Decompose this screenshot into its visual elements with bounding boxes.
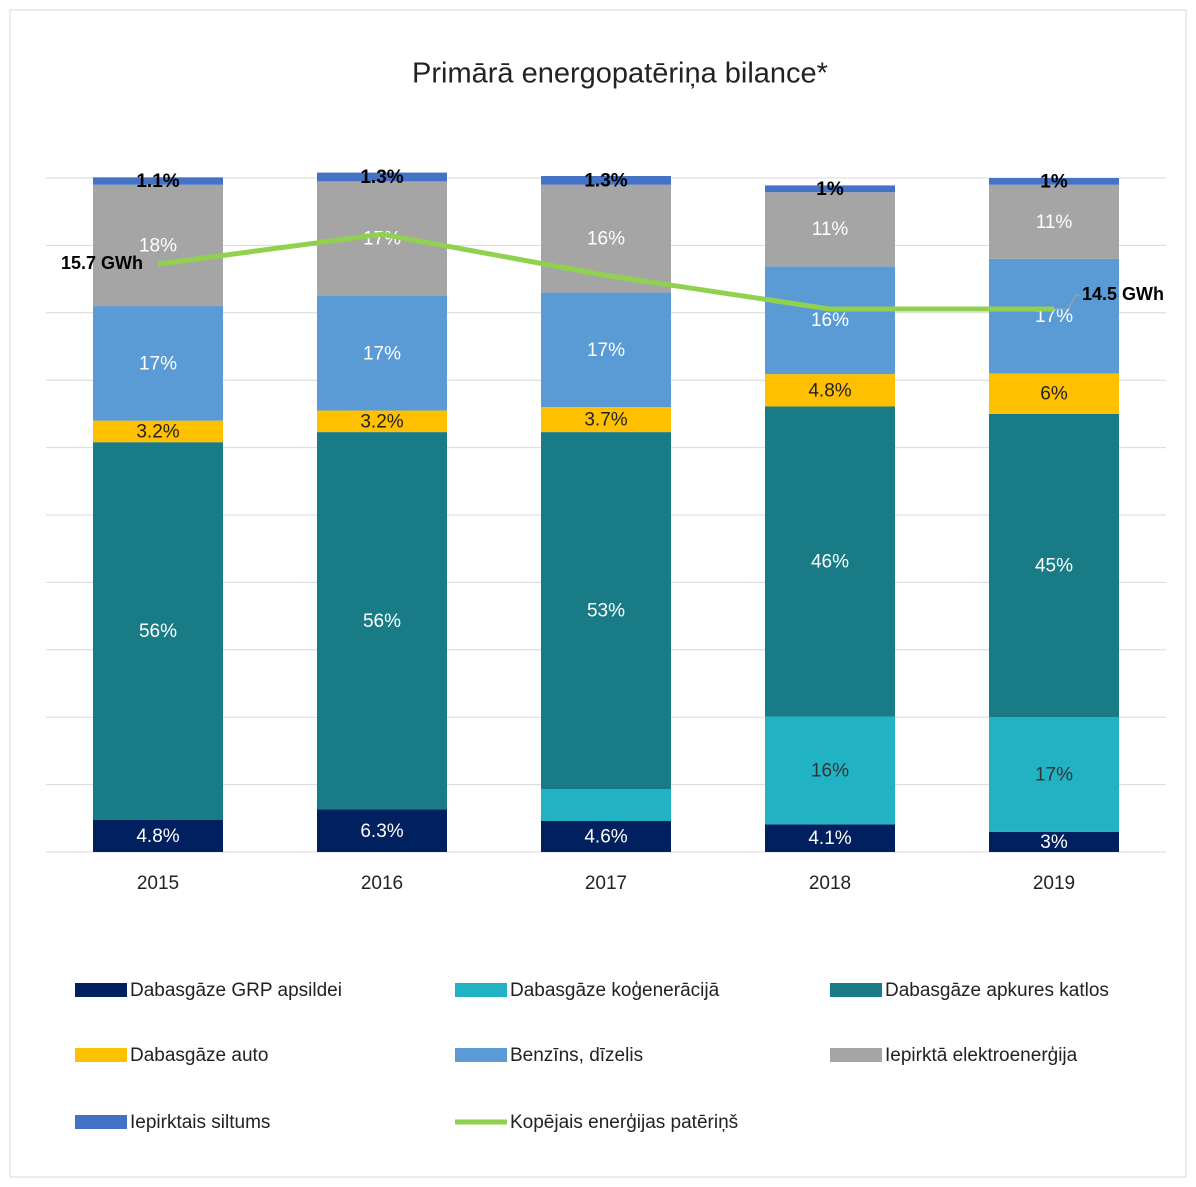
bar-segment	[765, 716, 895, 825]
data-label: 53%	[587, 601, 625, 622]
legend-swatch	[455, 983, 507, 997]
data-label: 1.1%	[136, 171, 179, 192]
data-label: 45%	[1035, 556, 1073, 577]
x-tick-label: 2016	[361, 873, 403, 894]
line-label: 14.5 GWh	[1082, 284, 1164, 304]
bar-segment	[765, 406, 895, 717]
bar-segment	[93, 420, 223, 443]
chart-title: Primārā energopatēriņa bilance*	[412, 58, 828, 90]
bar-segment	[765, 266, 895, 375]
bar-segment	[541, 175, 671, 185]
data-label: 3%	[1040, 832, 1068, 853]
data-label: 16%	[811, 760, 849, 781]
legend-label: Benzīns, dīzelis	[510, 1045, 643, 1066]
data-label: 4.8%	[808, 380, 851, 401]
x-tick-label: 2017	[585, 873, 627, 894]
bar-segment	[541, 407, 671, 433]
bar-segment	[765, 374, 895, 407]
legend-label: Dabasgāze apkures katlos	[885, 980, 1109, 1001]
data-label: 16%	[587, 229, 625, 250]
bar-segment	[317, 172, 447, 182]
bar-segment	[93, 184, 223, 307]
bar-segment	[93, 306, 223, 421]
bar-segment	[93, 177, 223, 185]
bar-segment	[317, 432, 447, 810]
line	[157, 231, 1054, 312]
data-label: 17%	[139, 353, 177, 374]
legend-swatch	[830, 983, 882, 997]
data-label: 6%	[1040, 384, 1068, 405]
bar-segment	[317, 809, 447, 852]
data-label: 1%	[1040, 171, 1068, 192]
data-label: 4.8%	[136, 826, 179, 847]
bar-segment	[541, 432, 671, 790]
data-label: 11%	[1036, 212, 1073, 233]
data-label: 46%	[811, 552, 849, 573]
bar-segment	[765, 192, 895, 267]
bar-segment	[989, 258, 1119, 374]
bar-segment	[541, 789, 671, 821]
bar-segment	[765, 824, 895, 852]
legend-label: Iepirktais siltums	[130, 1112, 270, 1133]
bar-segment	[989, 413, 1119, 718]
legend-swatch	[75, 1048, 127, 1062]
data-label: 6.3%	[360, 821, 403, 842]
data-label: 18%	[139, 235, 177, 256]
x-tick-label: 2018	[809, 873, 851, 894]
data-label: 56%	[139, 621, 177, 642]
bar-segment	[317, 295, 447, 411]
legend-swatch	[75, 983, 127, 997]
x-tick-label: 2015	[137, 873, 179, 894]
bar-segment	[93, 442, 223, 820]
x-tick-label: 2019	[1033, 873, 1075, 894]
label-leader	[1054, 294, 1080, 310]
bar-segment	[989, 373, 1119, 414]
legend-swatch	[75, 1115, 127, 1129]
legend-swatch	[455, 1048, 507, 1062]
legend-label: Dabasgāze koģenerācijā	[510, 980, 720, 1001]
bar-segment	[93, 819, 223, 852]
bar-segment	[317, 410, 447, 433]
data-label: 1.3%	[360, 167, 403, 188]
legend-label: Kopējais enerģijas patēriņš	[510, 1112, 738, 1133]
line-label: 15.7 GWh	[61, 253, 143, 273]
legend-swatch	[830, 1048, 882, 1062]
legend-label: Iepirktā elektroenerģija	[885, 1045, 1078, 1066]
legend-label: Dabasgāze auto	[130, 1045, 268, 1066]
bar-segment	[989, 831, 1119, 852]
data-label: 56%	[363, 611, 401, 632]
data-label: 4.1%	[808, 828, 851, 849]
bar-segment	[541, 820, 671, 852]
data-label: 3.2%	[360, 411, 403, 432]
bar-segment	[541, 292, 671, 408]
data-label: 17%	[363, 343, 401, 364]
data-label: 1%	[816, 179, 844, 200]
data-label: 3.7%	[584, 410, 627, 431]
data-label: 16%	[811, 310, 849, 331]
data-label: 4.6%	[584, 827, 627, 848]
bar-segment	[989, 178, 1119, 185]
bar-segment	[765, 185, 895, 193]
legend-label: Dabasgāze GRP apsildei	[130, 980, 342, 1001]
data-label: 3.2%	[136, 421, 179, 442]
data-label: 1.3%	[584, 170, 627, 191]
data-label: 11%	[812, 219, 849, 240]
data-label: 17%	[1035, 765, 1073, 786]
bar-segment	[989, 717, 1119, 832]
data-label: 17%	[587, 340, 625, 361]
bar-segment	[989, 184, 1119, 259]
